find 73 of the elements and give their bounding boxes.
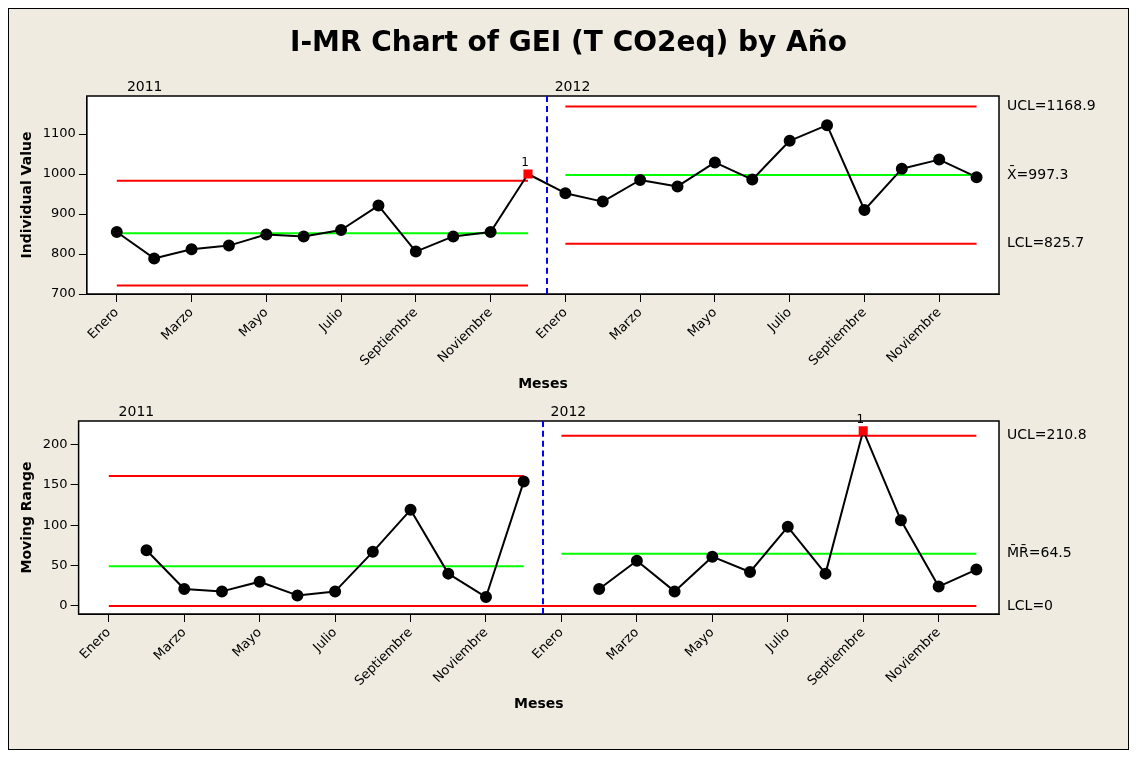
point [291,589,304,602]
point [517,475,530,488]
y-tick-label: 700 [51,285,76,301]
point [895,162,908,175]
y-tick-label: 50 [51,556,68,572]
point [708,156,721,169]
point [970,171,983,184]
annotation: 1 [856,411,865,426]
text: UCL=210.8 [1007,426,1087,443]
point [933,153,946,166]
y-tick-label: 150 [42,476,68,492]
point [442,567,455,580]
text: 2012 [550,402,587,419]
y-tick-label: 0 [59,597,68,613]
point [858,426,868,436]
y-axis-title: Individual Value [18,131,35,259]
x-axis-title: Meses [514,695,564,712]
text: 2011 [126,77,163,94]
point [630,554,643,567]
point [260,228,273,241]
point [335,224,348,237]
point [372,199,385,212]
point [222,239,235,252]
point [329,585,342,598]
point [894,514,907,527]
point [404,503,417,516]
point [783,134,796,147]
point [559,187,572,200]
y-tick-label: 200 [42,435,68,451]
text: 2011 [118,402,155,419]
point [110,226,123,239]
text: LCL=0 [1007,596,1054,613]
point [819,567,832,580]
x-axis-title: Meses [518,375,568,392]
point [593,582,606,595]
point [671,180,684,193]
point [746,173,759,186]
point [253,575,266,588]
chart-title: I-MR Chart of GEI (T CO2eq) by Año [289,24,848,60]
point [140,544,153,557]
y-tick-label: 1000 [42,165,76,181]
text: LCL=825.7 [1007,234,1085,251]
point [480,591,492,604]
annotation: 1 [521,155,529,170]
point [821,119,834,132]
point [634,174,647,186]
point [185,243,198,256]
point [970,563,983,576]
point [409,245,422,258]
text: 2012 [554,77,591,94]
point [148,252,161,265]
text: M̄R̄=64.5 [1007,543,1072,561]
y-tick-label: 800 [51,245,76,261]
y-axis-title: Moving Range [18,461,35,574]
point [744,566,757,579]
y-tick-label: 100 [42,516,68,532]
point [858,204,871,216]
y-tick-label: 1100 [42,125,76,141]
point [297,230,310,243]
point [596,195,609,208]
point [447,230,460,243]
point [484,226,497,239]
text: UCL=1168.9 [1007,97,1096,114]
point [523,169,533,179]
point [178,582,191,595]
y-tick-label: 900 [51,205,76,221]
point [706,550,719,563]
point [668,585,681,598]
point [215,585,228,598]
text: X̄=997.3 [1007,165,1069,182]
point [366,545,379,558]
point [781,520,794,533]
point [932,580,945,593]
